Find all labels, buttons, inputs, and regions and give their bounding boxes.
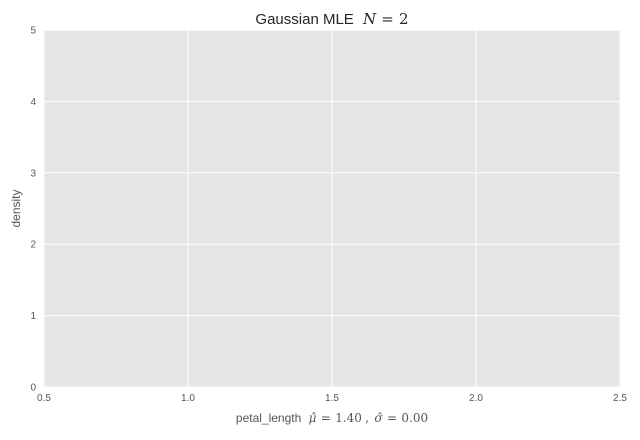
grid-lines xyxy=(43,29,621,388)
title-math-equals: = xyxy=(381,10,394,28)
x-tick-labels: 0.5 1.0 1.5 2.0 2.5 xyxy=(37,393,627,404)
y-tick-label: 1 xyxy=(30,311,36,322)
x-tick-label: 1.5 xyxy=(325,393,339,404)
title-math-variable: N xyxy=(362,10,377,28)
x-tick-label: 2.5 xyxy=(613,393,627,404)
xlabel-equals-2: = xyxy=(387,411,397,425)
x-tick-label: 0.5 xyxy=(37,393,51,404)
xlabel-mu-value: 1.40 xyxy=(335,411,362,425)
y-axis-label: density xyxy=(9,189,23,227)
chart-title-text: Gaussian MLE xyxy=(255,11,353,28)
xlabel-comma: , xyxy=(365,411,369,425)
chart-title: Gaussian MLE N = 2 xyxy=(255,10,408,28)
y-tick-label: 5 xyxy=(30,26,36,37)
y-tick-label: 2 xyxy=(30,240,36,251)
xlabel-mu-symbol: μ̂ xyxy=(309,411,317,425)
x-axis-label-text: petal_length xyxy=(236,411,301,425)
y-tick-label: 0 xyxy=(30,383,36,394)
xlabel-sigma-value: 0.00 xyxy=(401,411,428,425)
xlabel-sigma-symbol: σ̂ xyxy=(374,411,383,425)
xlabel-equals-1: = xyxy=(321,411,331,425)
x-tick-label: 1.0 xyxy=(181,393,195,404)
x-axis-label: petal_length μ̂ = 1.40 , σ̂ = 0.00 xyxy=(236,411,428,425)
y-tick-label: 4 xyxy=(30,97,36,108)
y-tick-labels: 0 1 2 3 4 5 xyxy=(30,26,36,394)
y-tick-label: 3 xyxy=(30,168,36,179)
title-math-value: 2 xyxy=(399,10,409,28)
x-tick-label: 2.0 xyxy=(469,393,483,404)
